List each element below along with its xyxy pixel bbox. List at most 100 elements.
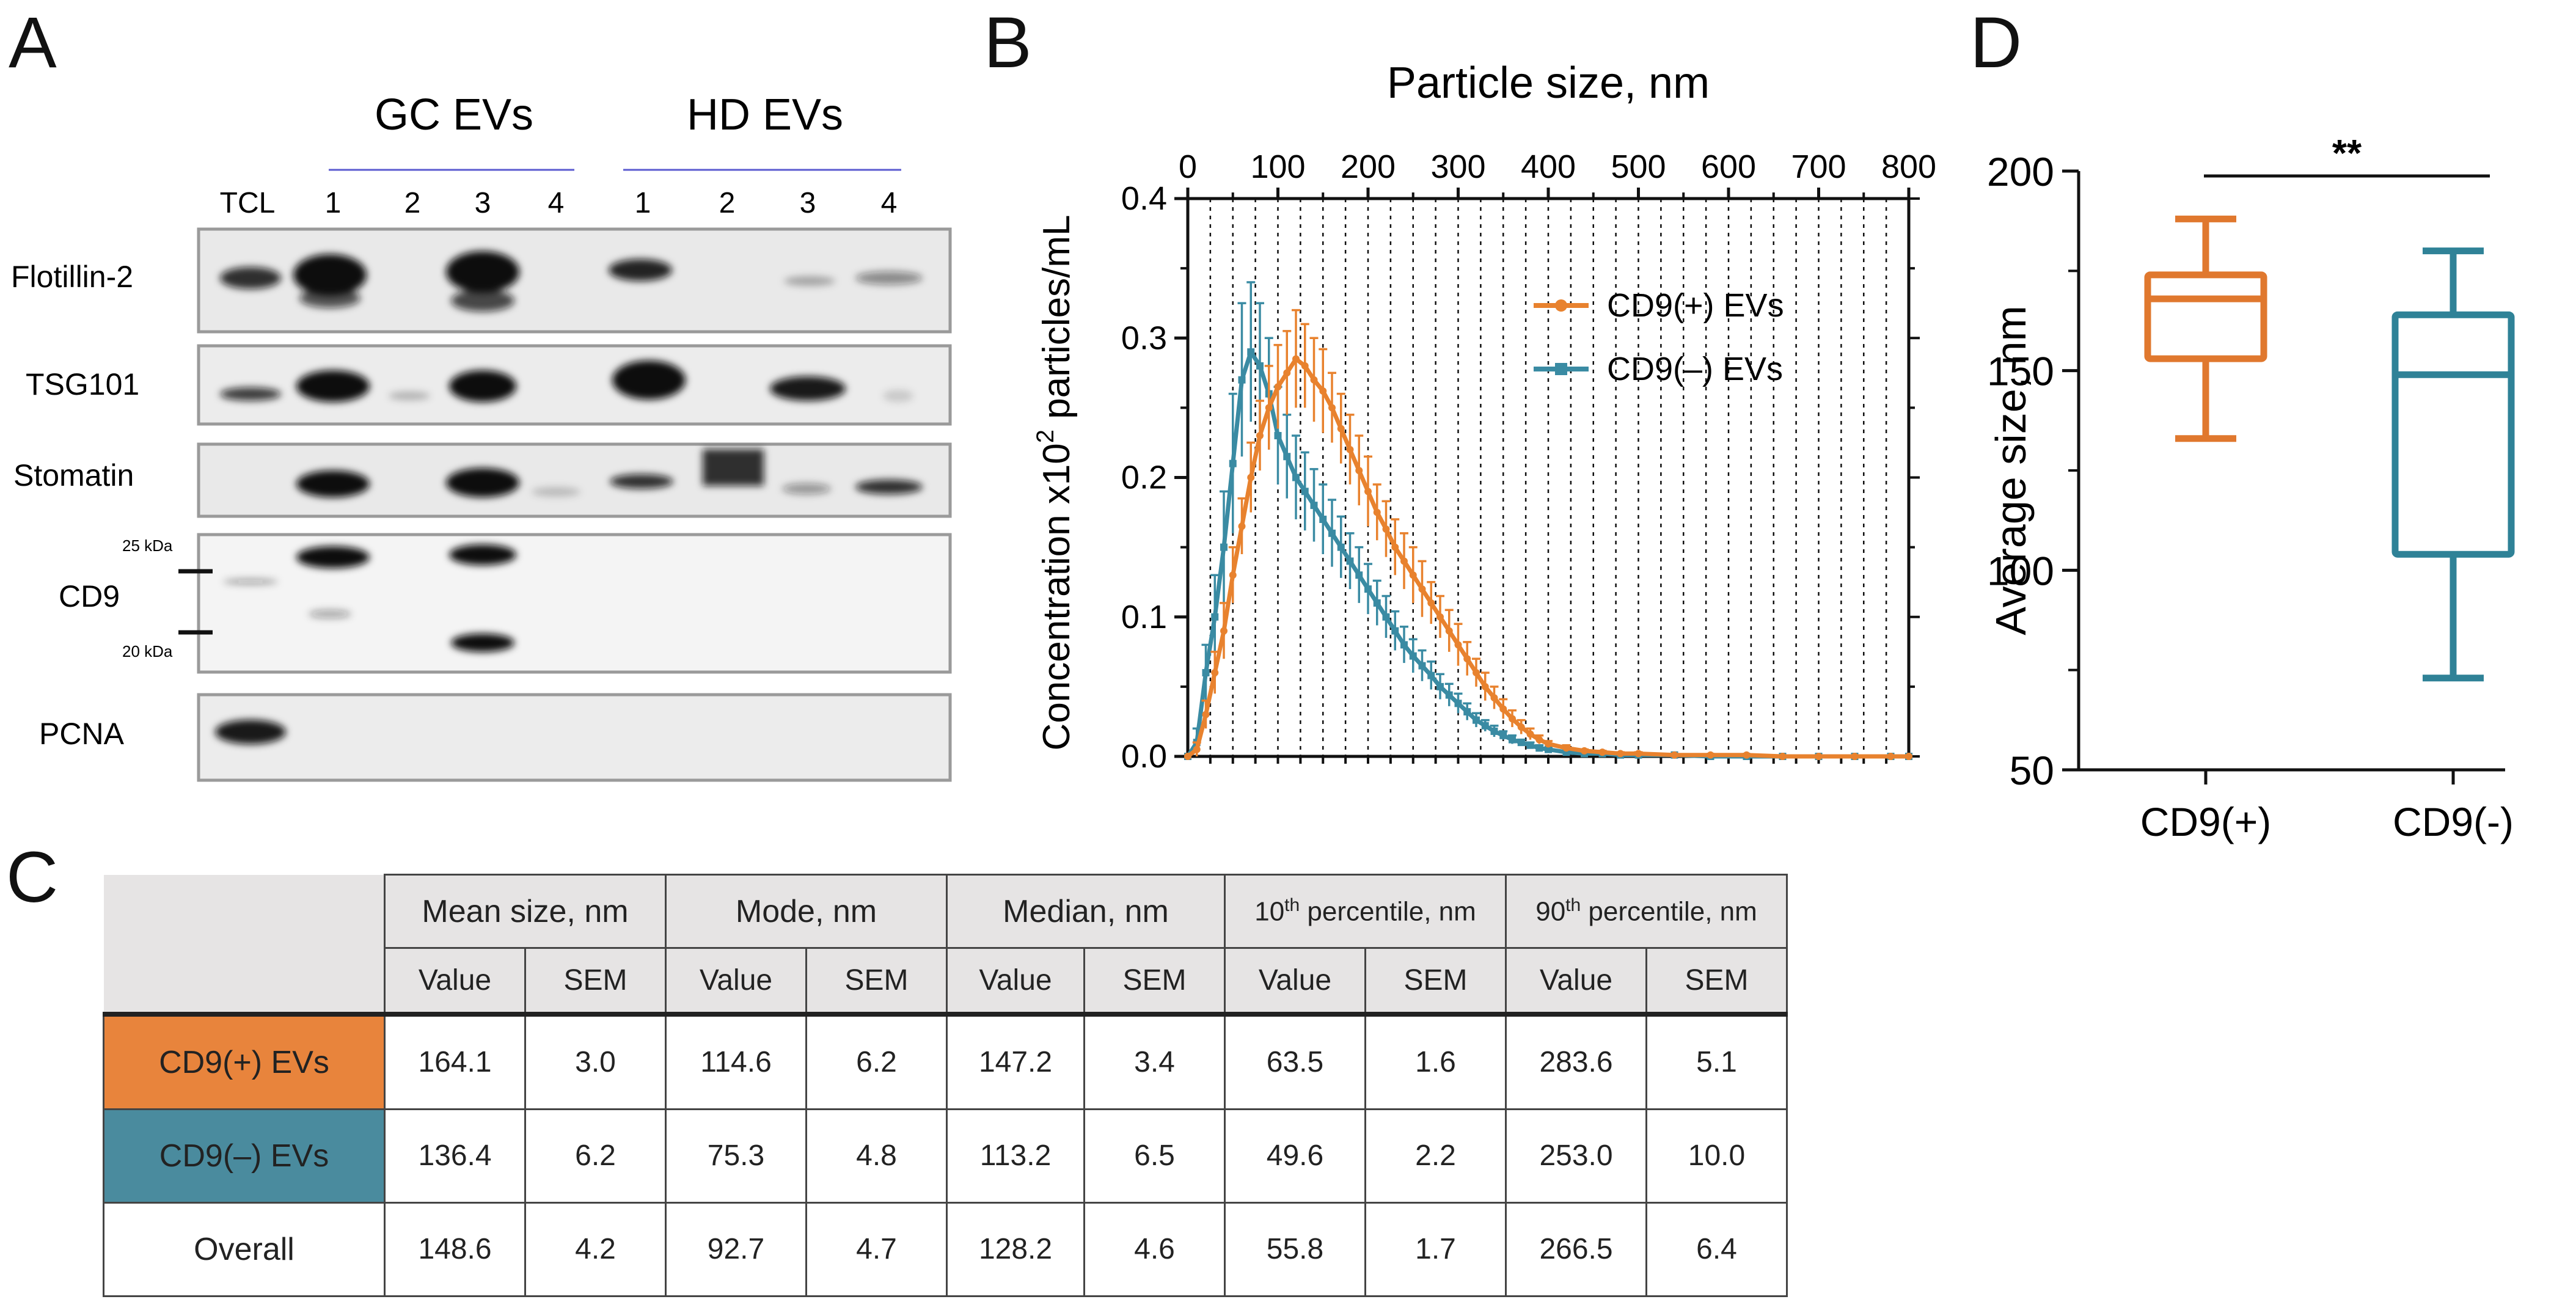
y-axis-ticks: 50 100 150 200 xyxy=(1987,149,2079,793)
data-point-cd9-neg xyxy=(1545,745,1552,753)
data-point-cd9-neg xyxy=(1382,613,1390,621)
y-tick-label: 150 xyxy=(1987,349,2054,394)
table-cell: 10.0 xyxy=(1645,1108,1788,1204)
header-10th-percentile: 10th percentile, nm xyxy=(1224,874,1507,949)
data-point-cd9-neg xyxy=(1526,741,1534,749)
average-size-box-plot: 50 100 150 200 Average size, nm ** CD9(+) C… xyxy=(1987,133,2515,844)
y-axis-title: Average size, nm xyxy=(1987,305,2035,635)
legend-label-cd9-neg: CD9(–) EVs xyxy=(1607,351,1783,387)
table-cell: 266.5 xyxy=(1505,1201,1647,1297)
data-point-cd9-neg xyxy=(1473,716,1480,724)
data-point-cd9-pos xyxy=(1256,432,1264,440)
table-row-overall: Overall 148.6 4.2 92.7 4.7 128.2 4.6 55.… xyxy=(103,1201,1788,1297)
data-point-cd9-pos xyxy=(1310,376,1318,384)
x-tick-label: 200 xyxy=(1341,148,1396,185)
data-point-cd9-pos xyxy=(1382,525,1390,533)
table-cell: 5.1 xyxy=(1645,1011,1788,1110)
data-point-cd9-neg xyxy=(1427,671,1435,679)
data-point-cd9-neg xyxy=(1436,682,1444,690)
header-mean-size: Mean size, nm xyxy=(384,874,667,949)
subheader-value: Value xyxy=(384,947,526,1015)
data-point-cd9-pos xyxy=(1229,571,1237,579)
data-point-cd9-neg xyxy=(1202,669,1210,677)
table-cell: 49.6 xyxy=(1224,1108,1366,1204)
table-cell: 92.7 xyxy=(665,1201,807,1297)
table-cell: 75.3 xyxy=(665,1108,807,1204)
table-cell: 3.0 xyxy=(524,1011,667,1110)
blot-strip-pcna xyxy=(197,693,952,782)
data-point-cd9-pos xyxy=(1499,705,1507,713)
size-distribution-chart: 0 100 200 300 400 500 600 700 800 0.00.10.20.30.… xyxy=(1032,59,1936,775)
data-point-cd9-pos xyxy=(1743,751,1751,759)
category-label-cd9-neg: CD9(-) xyxy=(2393,799,2514,844)
x-tick-label: 300 xyxy=(1430,148,1485,185)
table-cell: 4.7 xyxy=(805,1201,948,1297)
legend: CD9(+) EVs CD9(–) EVs xyxy=(1534,287,1784,387)
table-subheader-row: Value SEM Value SEM Value SEM Value SEM … xyxy=(103,947,1788,1015)
data-point-cd9-pos xyxy=(1517,723,1525,731)
lane-label-hd-2: 2 xyxy=(719,187,736,219)
panel-b-size-distribution: B 0 100 200 300 400 500 600 700 800 0.0 0.1 0.2 0.3… xyxy=(978,0,1967,806)
protein-label-pcna: PCNA xyxy=(39,717,125,751)
y-tick-label: 0.4 xyxy=(1121,180,1167,217)
subheader-value: Value xyxy=(1224,947,1366,1015)
y-axis-ticks: 0.0 0.1 0.2 0.3 0.4 xyxy=(1121,180,1920,775)
marker-25-kda: 25 kDa xyxy=(122,536,173,555)
table-cell: 55.8 xyxy=(1224,1201,1366,1297)
subheader-sem: SEM xyxy=(524,947,667,1015)
data-point-cd9-neg xyxy=(1454,700,1462,708)
box-cd9-neg xyxy=(2391,311,2515,558)
row-label-cd9-neg: CD9(–) EVs xyxy=(103,1108,386,1204)
header-mode: Mode, nm xyxy=(665,874,948,949)
lane-label-gc-2: 2 xyxy=(404,187,421,219)
protein-label-flotillin-2: Flotillin-2 xyxy=(11,260,133,294)
subheader-sem: SEM xyxy=(1083,947,1226,1015)
boxes-layer xyxy=(2144,215,2515,785)
data-point-cd9-pos xyxy=(1598,748,1606,756)
x-tick-label: 100 xyxy=(1250,148,1305,185)
data-point-cd9-neg xyxy=(1490,727,1498,735)
x-tick-label: 700 xyxy=(1791,148,1846,185)
x-tick-label: 400 xyxy=(1521,148,1576,185)
data-point-cd9-neg xyxy=(1535,744,1543,752)
lane-label-tcl: TCL xyxy=(220,187,276,219)
data-point-cd9-pos xyxy=(1274,383,1282,391)
data-point-cd9-pos xyxy=(1581,747,1588,755)
data-point-cd9-neg xyxy=(1247,348,1255,356)
marker-20-kda: 20 kDa xyxy=(122,642,173,660)
data-point-cd9-neg xyxy=(1509,736,1516,744)
data-point-cd9-pos xyxy=(1815,753,1823,760)
group-label-gc-evs: GC EVs xyxy=(375,90,533,139)
data-point-cd9-neg xyxy=(1283,453,1291,461)
subheader-value: Value xyxy=(665,947,807,1015)
x-axis-ticks: 0 100 200 300 400 500 600 700 800 xyxy=(1179,148,1936,764)
data-point-cd9-pos xyxy=(1418,585,1426,593)
data-point-cd9-pos xyxy=(1346,445,1354,453)
table-cell: 4.2 xyxy=(524,1201,667,1297)
header-median: Median, nm xyxy=(946,874,1226,949)
data-point-cd9-pos xyxy=(1364,488,1372,496)
data-point-cd9-pos xyxy=(1409,571,1417,579)
series-layer xyxy=(1184,281,1912,760)
table-cell: 147.2 xyxy=(946,1011,1085,1110)
data-point-cd9-neg xyxy=(1310,502,1318,510)
table-cell: 6.5 xyxy=(1083,1108,1226,1204)
data-point-cd9-pos xyxy=(1292,355,1300,363)
data-point-cd9-pos xyxy=(1355,467,1363,475)
data-point-cd9-pos xyxy=(1265,404,1273,412)
x-axis-title: Particle size, nm xyxy=(1387,59,1710,108)
blot-strip-flotillin-2 xyxy=(197,227,952,334)
data-point-cd9-pos xyxy=(1509,715,1516,723)
data-point-cd9-pos xyxy=(1283,369,1291,377)
table-cell: 1.7 xyxy=(1364,1201,1507,1297)
table-cell: 4.8 xyxy=(805,1108,948,1204)
legend-marker-cd9-pos xyxy=(1555,299,1567,312)
vertical-gridlines xyxy=(1209,199,1887,756)
table-cell: 63.5 xyxy=(1224,1011,1366,1110)
protein-label-cd9: CD9 xyxy=(59,579,120,613)
table-cell: 283.6 xyxy=(1505,1011,1647,1110)
y-axis-title-main: Concentration x10 xyxy=(1036,443,1078,750)
y-tick-label: 100 xyxy=(1987,548,2054,593)
blot-strip-cd9 xyxy=(197,533,952,674)
panel-d-letter: D xyxy=(1970,2,2022,83)
